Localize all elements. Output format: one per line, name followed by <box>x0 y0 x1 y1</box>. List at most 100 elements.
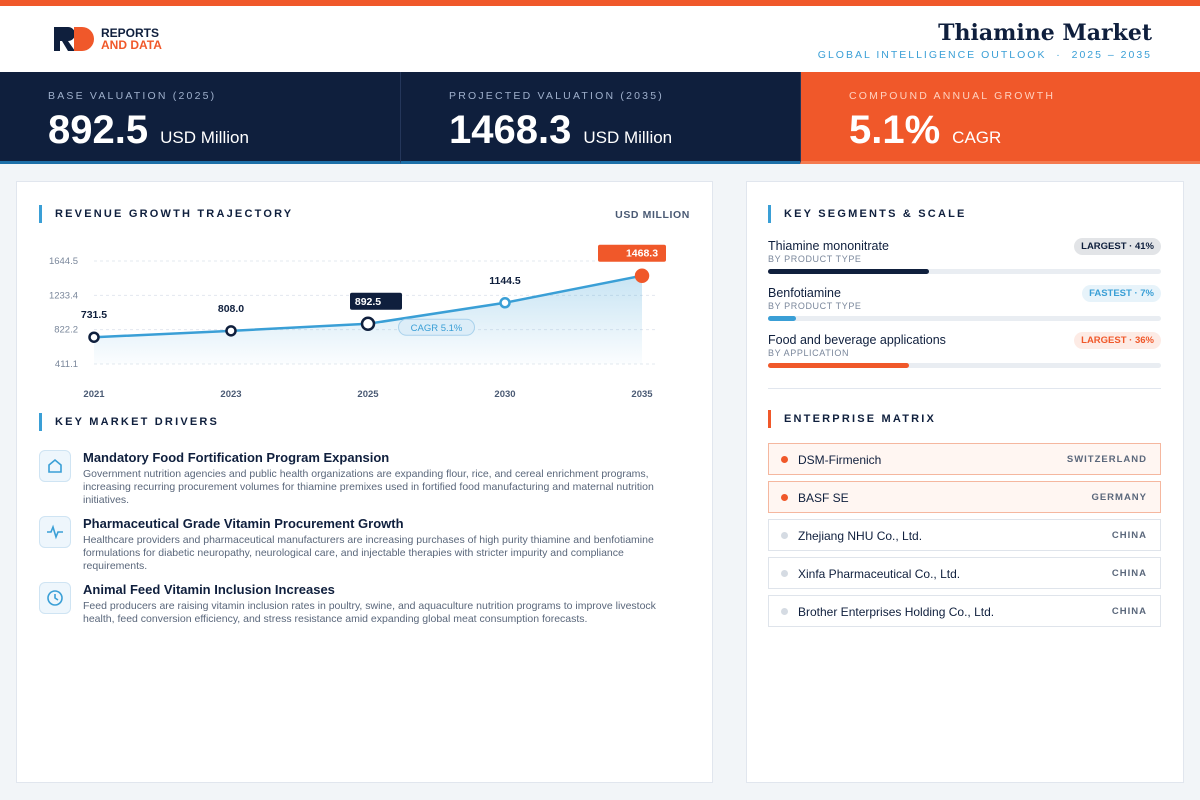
enterprise-row: Zhejiang NHU Co., Ltd. CHINA <box>768 519 1161 551</box>
title: Thiamine Market <box>938 20 1152 46</box>
kpi-label: PROJECTED VALUATION (2035) <box>449 90 664 102</box>
value-label: 1468.3 <box>626 248 658 260</box>
value-label: 1144.5 <box>489 275 521 287</box>
segment-track <box>768 316 1161 321</box>
y-tick-label: 1644.5 <box>49 256 78 267</box>
kpi-value-row: 892.5 USD Million <box>48 108 249 153</box>
segment-badge: FASTEST · 7% <box>1082 285 1161 302</box>
enterprise-row: Xinfa Pharmaceutical Co., Ltd. CHINA <box>768 557 1161 589</box>
icon <box>47 524 63 540</box>
unit-label: USD MILLION <box>615 209 690 221</box>
enterprise-name: Zhejiang NHU Co., Ltd. <box>798 529 923 543</box>
driver-title: Pharmaceutical Grade Vitamin Procurement… <box>83 516 404 531</box>
point <box>634 268 650 283</box>
y-tick-label: 411.1 <box>55 359 78 370</box>
enterprise-country: CHINA <box>1111 606 1147 617</box>
kpi-value-row: 5.1% CAGR <box>849 108 1001 153</box>
value-label-box <box>598 244 666 262</box>
y-tick-label: 1233.4 <box>49 290 78 301</box>
logo-line: REPORTS <box>101 26 160 40</box>
x-tick-label: 2030 <box>494 389 515 400</box>
icon <box>48 458 62 473</box>
segment-badge: LARGEST · 36% <box>1074 332 1161 349</box>
section-title: REVENUE GROWTH TRAJECTORY <box>39 205 293 223</box>
value-label: 892.5 <box>355 296 381 308</box>
section-title: KEY MARKET DRIVERS <box>39 413 219 431</box>
section-title: KEY SEGMENTS & SCALE <box>768 205 967 223</box>
y-tick-label: 822.2 <box>54 325 78 336</box>
area <box>94 275 642 364</box>
enterprise-dot <box>781 532 788 539</box>
segment-name: Thiamine mononitrate <box>768 239 889 253</box>
kpi: COMPOUND ANNUAL GROWTH 5.1% CAGR <box>800 72 1200 164</box>
x-tick-label: 2035 <box>631 389 653 400</box>
x-tick-label: 2025 <box>357 389 379 400</box>
enterprise-dot <box>781 570 788 577</box>
left-card <box>16 181 713 783</box>
logo-mark <box>54 27 94 51</box>
enterprise-country: CHINA <box>1111 530 1147 541</box>
enterprise-name: Xinfa Pharmaceutical Co., Ltd. <box>798 567 961 581</box>
top-strip <box>0 0 1200 6</box>
kpi-unit: CAGR <box>952 128 1002 147</box>
enterprise-country: SWITZERLAND <box>1066 454 1147 465</box>
driver-title: Animal Feed Vitamin Inclusion Increases <box>83 582 335 597</box>
segment-bar <box>768 316 796 321</box>
point <box>88 331 100 343</box>
kpi: PROJECTED VALUATION (2035) 1468.3 USD Mill… <box>400 72 800 164</box>
value-label: 808.0 <box>218 303 244 315</box>
value-label: 731.5 <box>81 309 107 321</box>
logo-text: REPORTS AND DATA <box>101 27 162 51</box>
kpi-value-row: 1468.3 USD Million <box>449 108 672 153</box>
kpi-unit: USD Million <box>583 128 673 147</box>
driver-icon <box>39 516 71 548</box>
driver-text: Healthcare providers and pharmaceutical … <box>83 534 654 572</box>
driver-icon <box>39 450 71 482</box>
point <box>499 297 511 309</box>
point <box>360 316 376 332</box>
driver-icon <box>39 582 71 614</box>
driver-title: Mandatory Food Fortification Program Exp… <box>83 450 390 465</box>
segment-type: BY PRODUCT TYPE <box>768 254 862 264</box>
enterprise-row: Brother Enterprises Holding Co., Ltd. CHI… <box>768 595 1161 627</box>
kpi-label: BASE VALUATION (2025) <box>48 90 217 102</box>
icon <box>47 590 63 606</box>
enterprise-row: BASF SE GERMANY <box>768 481 1161 513</box>
segment-bar <box>768 363 910 368</box>
subtitle: GLOBAL INTELLIGENCE OUTLOOK · 2025 – 203… <box>817 49 1152 61</box>
segment-badge: LARGEST · 41% <box>1074 238 1161 255</box>
kpi-label: COMPOUND ANNUAL GROWTH <box>849 90 1056 102</box>
enterprise-name: BASF SE <box>798 491 849 505</box>
segment-type: BY PRODUCT TYPE <box>768 301 862 311</box>
driver-text: Feed producers are raising vitamin inclu… <box>83 600 656 625</box>
x-tick-label: 2023 <box>220 389 241 400</box>
enterprise-dot <box>781 456 788 463</box>
x-tick-label: 2021 <box>83 389 105 400</box>
enterprise-name: DSM-Firmenich <box>798 453 882 467</box>
segment-track <box>768 363 1161 368</box>
section-title: ENTERPRISE MATRIX <box>768 410 936 428</box>
value-label-box <box>350 292 402 310</box>
kpi-value: 892.5 <box>48 108 149 152</box>
kpi-value: 5.1% <box>849 108 941 152</box>
kpi: BASE VALUATION (2025) 892.5 USD Million <box>0 72 400 164</box>
segment-name: Food and beverage applications <box>768 333 946 347</box>
enterprise-name: Brother Enterprises Holding Co., Ltd. <box>798 605 995 619</box>
kpi-unit: USD Million <box>160 128 249 147</box>
segment-track <box>768 269 1161 274</box>
annotation: CAGR 5.1% <box>411 323 463 334</box>
enterprise-dot <box>781 494 788 501</box>
enterprise-country: CHINA <box>1111 568 1147 579</box>
enterprise-row: DSM-Firmenich SWITZERLAND <box>768 443 1161 475</box>
logo-line: AND DATA <box>101 38 162 52</box>
enterprise-dot <box>781 608 788 615</box>
driver-text: Government nutrition agencies and public… <box>83 468 654 506</box>
point <box>225 325 237 337</box>
segment-type: BY APPLICATION <box>768 348 850 358</box>
header: REPORTS AND DATA Thiamine Market GLOBAL … <box>0 6 1200 72</box>
kpi-value: 1468.3 <box>449 108 572 152</box>
segment-name: Benfotiamine <box>768 286 841 300</box>
annotation-pill <box>398 318 475 336</box>
